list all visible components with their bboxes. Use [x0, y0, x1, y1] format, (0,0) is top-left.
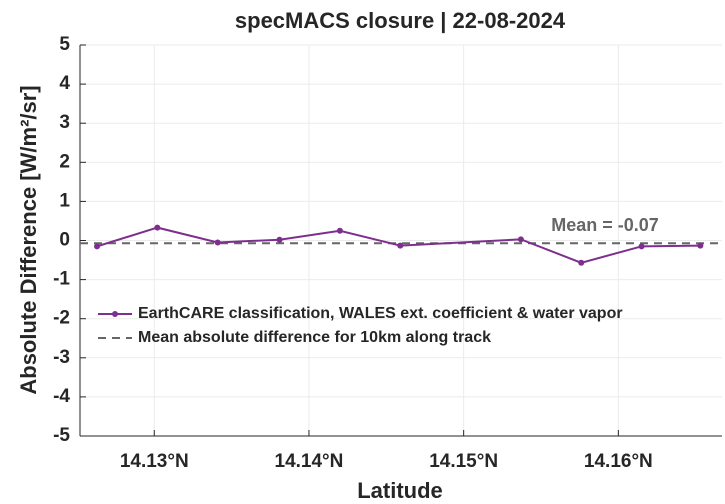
- data-line: [96, 226, 701, 264]
- legend-label: Mean absolute difference for 10km along …: [138, 329, 491, 346]
- mean-annotation: Mean = -0.07: [551, 215, 659, 235]
- data-point: [517, 236, 524, 243]
- legend-label: EarthCARE classification, WALES ext. coe…: [138, 305, 623, 322]
- legend-marker: [112, 311, 118, 317]
- data-point: [336, 227, 343, 234]
- y-tick-label: 2: [59, 151, 70, 172]
- y-tick-label: 3: [59, 112, 70, 133]
- chart-title: specMACS closure | 22-08-2024: [235, 8, 566, 33]
- y-tick-label: -5: [53, 425, 70, 446]
- y-tick-label: -3: [53, 347, 70, 368]
- data-point: [154, 224, 161, 231]
- x-tick-label: 14.16°N: [584, 451, 653, 472]
- data-point: [578, 259, 585, 266]
- data-point: [397, 242, 404, 249]
- data-point: [638, 243, 645, 250]
- x-tick-label: 14.13°N: [120, 451, 189, 472]
- y-tick-label: 1: [59, 190, 70, 211]
- y-tick-label: -1: [53, 269, 70, 290]
- legend: EarthCARE classification, WALES ext. coe…: [98, 305, 623, 346]
- y-tick-label: -4: [53, 386, 70, 407]
- data-point: [276, 236, 283, 243]
- x-tick-label: 14.14°N: [275, 451, 344, 472]
- data-point: [94, 243, 101, 250]
- x-tick-label: 14.15°N: [429, 451, 498, 472]
- y-tick-label: 5: [59, 34, 70, 55]
- y-tick-label: -2: [53, 308, 70, 329]
- y-axis-label: Absolute Difference [W/m²/sr]: [16, 85, 41, 394]
- data-point: [214, 239, 221, 246]
- x-axis-label: Latitude: [357, 478, 443, 503]
- y-tick-label: 4: [59, 73, 70, 94]
- data-point: [697, 242, 704, 249]
- y-tick-label: 0: [59, 230, 70, 251]
